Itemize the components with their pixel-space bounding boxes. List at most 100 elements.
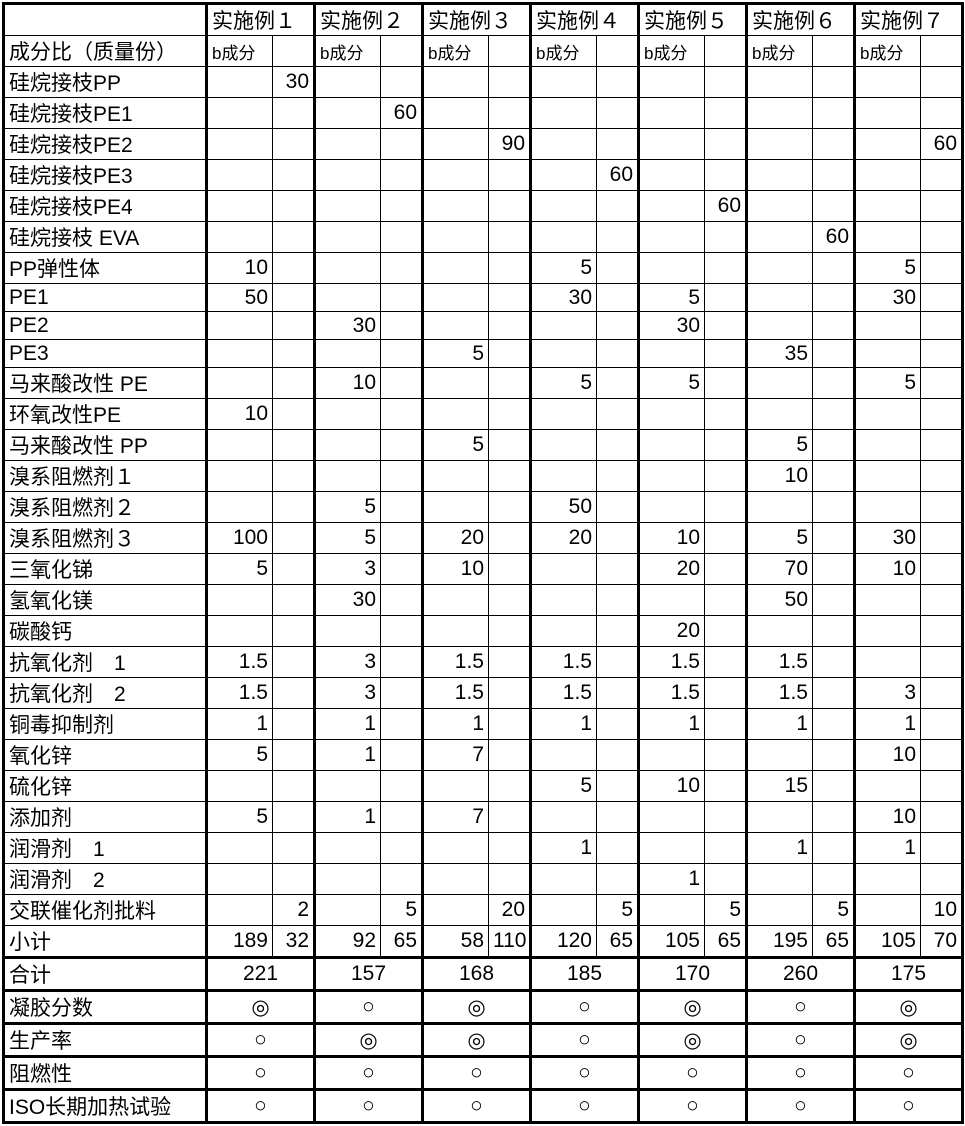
data-cell bbox=[273, 253, 315, 284]
data-cell bbox=[855, 160, 921, 191]
data-cell bbox=[813, 340, 855, 368]
data-cell: 10 bbox=[747, 461, 813, 492]
row-label: 润滑剂 2 bbox=[4, 864, 207, 895]
data-cell bbox=[639, 740, 705, 771]
data-cell bbox=[489, 284, 531, 312]
data-cell bbox=[705, 312, 747, 340]
data-cell bbox=[315, 833, 381, 864]
data-cell bbox=[705, 647, 747, 678]
sub-header: b成分 bbox=[855, 36, 921, 67]
data-cell: 1 bbox=[639, 709, 705, 740]
data-cell bbox=[381, 709, 423, 740]
data-cell bbox=[597, 864, 639, 895]
data-cell bbox=[597, 833, 639, 864]
data-cell bbox=[489, 492, 531, 523]
data-cell bbox=[273, 802, 315, 833]
data-cell bbox=[423, 368, 489, 399]
data-cell bbox=[705, 833, 747, 864]
data-cell bbox=[813, 709, 855, 740]
data-cell bbox=[597, 461, 639, 492]
data-cell bbox=[813, 616, 855, 647]
data-cell bbox=[639, 160, 705, 191]
data-cell bbox=[705, 430, 747, 461]
row-label: 抗氧化剂 2 bbox=[4, 678, 207, 709]
data-cell bbox=[705, 160, 747, 191]
data-cell bbox=[705, 771, 747, 802]
data-cell bbox=[273, 554, 315, 585]
data-cell bbox=[855, 461, 921, 492]
data-cell bbox=[705, 554, 747, 585]
data-cell bbox=[813, 399, 855, 430]
data-cell: 10 bbox=[855, 802, 921, 833]
data-cell bbox=[813, 67, 855, 98]
col-header: 实施例５ bbox=[639, 4, 747, 36]
data-cell bbox=[423, 67, 489, 98]
data-cell: 1 bbox=[531, 833, 597, 864]
data-cell: 5 bbox=[639, 368, 705, 399]
data-cell bbox=[705, 340, 747, 368]
data-cell bbox=[705, 678, 747, 709]
data-cell bbox=[531, 98, 597, 129]
data-cell: 5 bbox=[855, 253, 921, 284]
data-cell bbox=[747, 802, 813, 833]
data-cell bbox=[747, 864, 813, 895]
data-cell: 1 bbox=[855, 833, 921, 864]
data-cell bbox=[855, 312, 921, 340]
data-cell bbox=[381, 160, 423, 191]
data-cell bbox=[273, 430, 315, 461]
data-cell: 1 bbox=[855, 709, 921, 740]
result-cell: ○ bbox=[315, 1090, 423, 1123]
data-cell bbox=[597, 340, 639, 368]
data-cell bbox=[381, 616, 423, 647]
result-label: 凝胶分数 bbox=[4, 991, 207, 1024]
data-cell bbox=[705, 67, 747, 98]
data-cell: 60 bbox=[813, 222, 855, 253]
data-cell bbox=[597, 647, 639, 678]
col-header: 实施例２ bbox=[315, 4, 423, 36]
data-cell: 5 bbox=[705, 895, 747, 926]
data-cell bbox=[489, 368, 531, 399]
data-cell bbox=[705, 129, 747, 160]
data-cell: 10 bbox=[423, 554, 489, 585]
row-label: PE2 bbox=[4, 312, 207, 340]
row-label: 抗氧化剂 1 bbox=[4, 647, 207, 678]
data-cell bbox=[207, 222, 273, 253]
result-cell: ○ bbox=[531, 991, 639, 1024]
data-cell bbox=[747, 368, 813, 399]
data-cell bbox=[489, 222, 531, 253]
data-cell: 1.5 bbox=[531, 678, 597, 709]
subtotal-cell: 92 bbox=[315, 926, 381, 958]
data-cell bbox=[273, 222, 315, 253]
result-cell: ○ bbox=[639, 1057, 747, 1090]
data-cell bbox=[813, 647, 855, 678]
data-cell bbox=[489, 523, 531, 554]
data-cell: 30 bbox=[273, 67, 315, 98]
data-cell: 30 bbox=[315, 312, 381, 340]
row-label: 三氧化锑 bbox=[4, 554, 207, 585]
data-cell: 20 bbox=[639, 554, 705, 585]
data-cell: 1.5 bbox=[747, 678, 813, 709]
data-cell bbox=[597, 554, 639, 585]
sub-header-blank bbox=[381, 36, 423, 67]
data-cell bbox=[207, 98, 273, 129]
data-cell bbox=[273, 678, 315, 709]
data-cell: 1.5 bbox=[747, 647, 813, 678]
data-cell: 5 bbox=[423, 430, 489, 461]
data-cell bbox=[921, 160, 963, 191]
data-cell bbox=[921, 709, 963, 740]
row-label: 溴系阻燃剂２ bbox=[4, 492, 207, 523]
data-cell bbox=[273, 771, 315, 802]
data-cell bbox=[315, 399, 381, 430]
col-header: 实施例１ bbox=[207, 4, 315, 36]
data-cell bbox=[639, 222, 705, 253]
data-cell: 1 bbox=[315, 740, 381, 771]
data-cell: 100 bbox=[207, 523, 273, 554]
data-cell: 10 bbox=[207, 253, 273, 284]
data-cell bbox=[855, 585, 921, 616]
data-cell bbox=[423, 129, 489, 160]
data-cell bbox=[531, 740, 597, 771]
data-cell bbox=[489, 740, 531, 771]
result-cell: ○ bbox=[315, 1057, 423, 1090]
data-cell bbox=[813, 129, 855, 160]
data-cell bbox=[273, 492, 315, 523]
